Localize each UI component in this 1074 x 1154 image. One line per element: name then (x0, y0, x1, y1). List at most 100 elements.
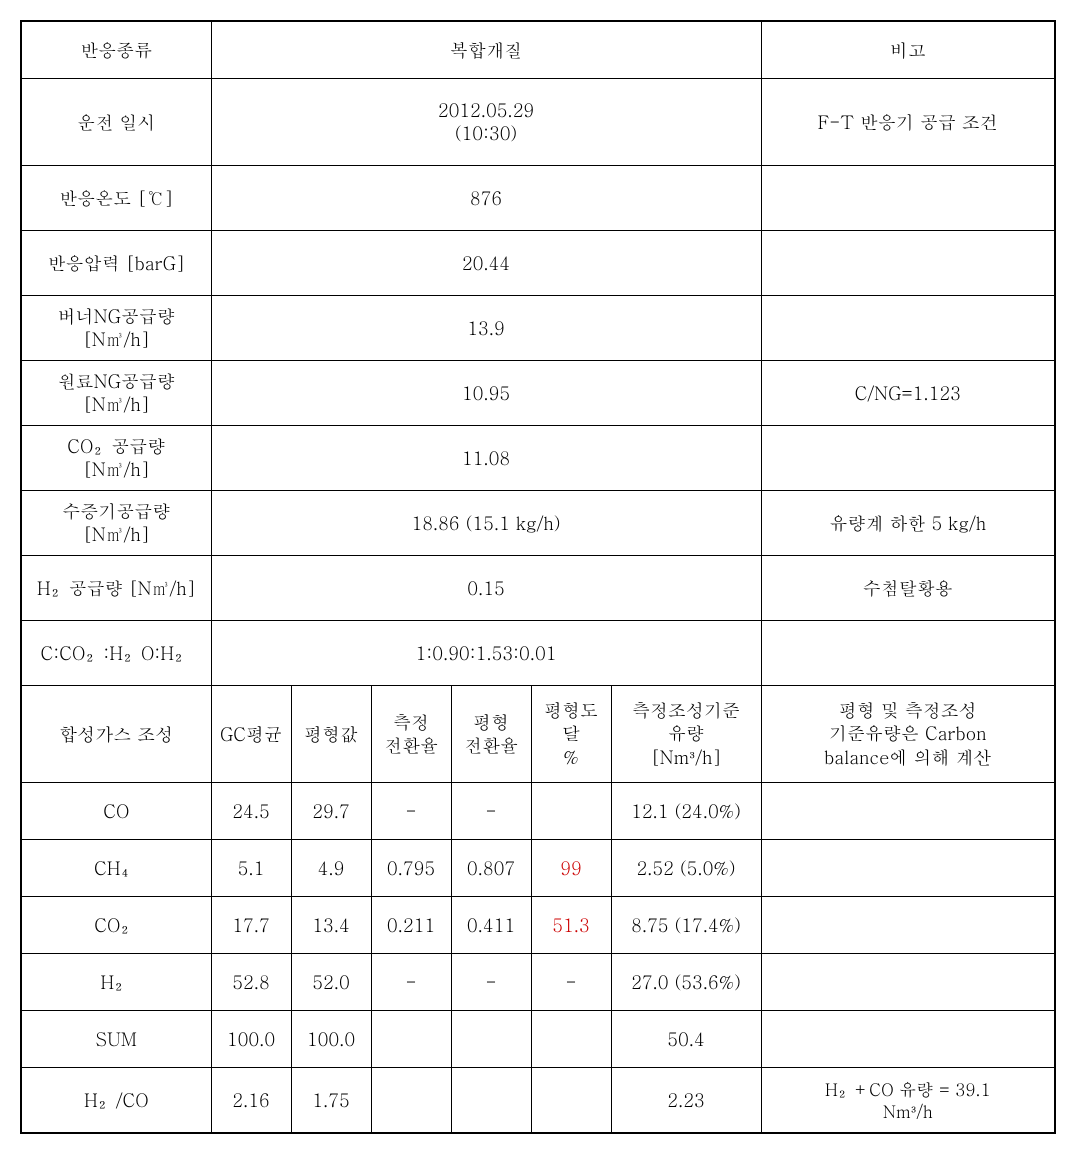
row-co2-eq: 13.4 (291, 897, 371, 954)
date-row: 운전 일시 2012.05.29 (10:30) F-T 반응기 공급 조건 (21, 79, 1055, 166)
row-sum-eq: 100.0 (291, 1011, 371, 1068)
table-row: CO₂ 17.7 13.4 0.211 0.411 51.3 8.75 (17.… (21, 897, 1055, 954)
pressure-note (761, 231, 1055, 296)
row-h2co-note-line1: H₂+CO 유량 = 39.1 (766, 1078, 1051, 1100)
row-sum-flow: 50.4 (611, 1011, 761, 1068)
h2-value: 0.15 (211, 556, 761, 621)
feed-value: 10.95 (211, 361, 761, 426)
temp-value: 876 (211, 166, 761, 231)
subheader-col7-line3: balance에 의해 계산 (766, 746, 1051, 769)
subheader-col5: 평형도 달 % (531, 686, 611, 783)
row-co2-gc: 17.7 (211, 897, 291, 954)
steam-label-line1: 수증기공급량 (26, 500, 207, 523)
ratio-note (761, 621, 1055, 686)
subheader-col4-line2: 전환율 (456, 734, 527, 757)
row-h2co-eq: 1.75 (291, 1068, 371, 1134)
row-ch4-gc: 5.1 (211, 840, 291, 897)
table-row: H₂ 52.8 52.0 - - - 27.0 (53.6%) (21, 954, 1055, 1011)
row-ch4-flow: 2.52 (5.0%) (611, 840, 761, 897)
subheader-col5-line2: 달 (536, 722, 607, 745)
row-co2-ach: 51.3 (531, 897, 611, 954)
feed-label-line1: 원료NG공급량 (26, 370, 207, 393)
header-row: 반응종류 복합개질 비고 (21, 21, 1055, 79)
row-co2-name: CO₂ (21, 897, 211, 954)
row-co-eq: 29.7 (291, 783, 371, 840)
row-co2-econv: 0.411 (451, 897, 531, 954)
temp-note (761, 166, 1055, 231)
subheader-col7-line1: 평형 및 측정조성 (766, 699, 1051, 722)
burner-label-line1: 버너NG공급량 (26, 305, 207, 328)
reaction-type-value: 복합개질 (211, 21, 761, 79)
subheader-row: 합성가스 조성 GC평균 평형값 측정 전환율 평형 전환율 평형도 달 % 측… (21, 686, 1055, 783)
steam-row: 수증기공급량 [N㎥/h] 18.86 (15.1 kg/h) 유량계 하한 5… (21, 491, 1055, 556)
row-sum-name: SUM (21, 1011, 211, 1068)
subheader-col3-line1: 측정 (376, 711, 447, 734)
date-note: F-T 반응기 공급 조건 (761, 79, 1055, 166)
co2-value: 11.08 (211, 426, 761, 491)
feed-label: 원료NG공급량 [N㎥/h] (21, 361, 211, 426)
row-h2co-ach (531, 1068, 611, 1134)
co2-label-line2: [N㎥/h] (26, 458, 207, 481)
row-co-gc: 24.5 (211, 783, 291, 840)
row-h2co-note-line2: Nm³/h (766, 1100, 1051, 1122)
subheader-col4-line1: 평형 (456, 711, 527, 734)
burner-value: 13.9 (211, 296, 761, 361)
subheader-col7-line2: 기준유량은 Carbon (766, 722, 1051, 745)
ratio-row: C:CO₂:H₂O:H₂ 1:0.90:1.53:0.01 (21, 621, 1055, 686)
feed-note: C/NG=1.123 (761, 361, 1055, 426)
subheader-col6-line1: 측정조성기준 (616, 699, 757, 722)
subheader-col5-line1: 평형도 (536, 699, 607, 722)
subheader-col4: 평형 전환율 (451, 686, 531, 783)
subheader-col0: 합성가스 조성 (21, 686, 211, 783)
date-label: 운전 일시 (21, 79, 211, 166)
burner-row: 버너NG공급량 [N㎥/h] 13.9 (21, 296, 1055, 361)
pressure-label: 반응압력 [barG] (21, 231, 211, 296)
table-row: SUM 100.0 100.0 50.4 (21, 1011, 1055, 1068)
row-ch4-econv: 0.807 (451, 840, 531, 897)
row-co-mconv: - (371, 783, 451, 840)
h2-row: H₂공급량 [N㎥/h] 0.15 수첨탈황용 (21, 556, 1055, 621)
date-value-line2: (10:30) (216, 122, 757, 145)
feed-row: 원료NG공급량 [N㎥/h] 10.95 C/NG=1.123 (21, 361, 1055, 426)
feed-label-line2: [N㎥/h] (26, 393, 207, 416)
subheader-col6-line3: [Nm³/h] (616, 746, 757, 769)
temp-label: 반응온도 [℃] (21, 166, 211, 231)
temp-row: 반응온도 [℃] 876 (21, 166, 1055, 231)
row-sum-mconv (371, 1011, 451, 1068)
row-ch4-eq: 4.9 (291, 840, 371, 897)
process-table: 반응종류 복합개질 비고 운전 일시 2012.05.29 (10:30) F-… (20, 20, 1056, 1134)
burner-label-line2: [N㎥/h] (26, 328, 207, 351)
date-value: 2012.05.29 (10:30) (211, 79, 761, 166)
pressure-value: 20.44 (211, 231, 761, 296)
subheader-col5-line3: % (536, 746, 607, 769)
row-co-ach (531, 783, 611, 840)
subheader-col3: 측정 전환율 (371, 686, 451, 783)
row-h2-econv: - (451, 954, 531, 1011)
row-h2-mconv: - (371, 954, 451, 1011)
subheader-col6: 측정조성기준 유량 [Nm³/h] (611, 686, 761, 783)
co2-row: CO₂공급량 [N㎥/h] 11.08 (21, 426, 1055, 491)
burner-label: 버너NG공급량 [N㎥/h] (21, 296, 211, 361)
pressure-row: 반응압력 [barG] 20.44 (21, 231, 1055, 296)
row-ch4-note (761, 840, 1055, 897)
row-co2-note (761, 897, 1055, 954)
row-sum-gc: 100.0 (211, 1011, 291, 1068)
date-value-line1: 2012.05.29 (216, 99, 757, 122)
row-h2-eq: 52.0 (291, 954, 371, 1011)
table-row: CH₄ 5.1 4.9 0.795 0.807 99 2.52 (5.0%) (21, 840, 1055, 897)
h2-label: H₂공급량 [N㎥/h] (21, 556, 211, 621)
subheader-col2: 평형값 (291, 686, 371, 783)
steam-label: 수증기공급량 [N㎥/h] (21, 491, 211, 556)
row-co-note (761, 783, 1055, 840)
table-row: H₂/CO 2.16 1.75 2.23 H₂+CO 유량 = 39.1 Nm³… (21, 1068, 1055, 1134)
steam-note: 유량계 하한 5 kg/h (761, 491, 1055, 556)
row-co-flow: 12.1 (24.0%) (611, 783, 761, 840)
ratio-value: 1:0.90:1.53:0.01 (211, 621, 761, 686)
co2-label-line1: CO₂공급량 (26, 435, 207, 458)
row-h2-name: H₂ (21, 954, 211, 1011)
row-h2-note (761, 954, 1055, 1011)
row-ch4-name: CH₄ (21, 840, 211, 897)
note-label: 비고 (761, 21, 1055, 79)
row-ch4-mconv: 0.795 (371, 840, 451, 897)
row-ch4-ach: 99 (531, 840, 611, 897)
